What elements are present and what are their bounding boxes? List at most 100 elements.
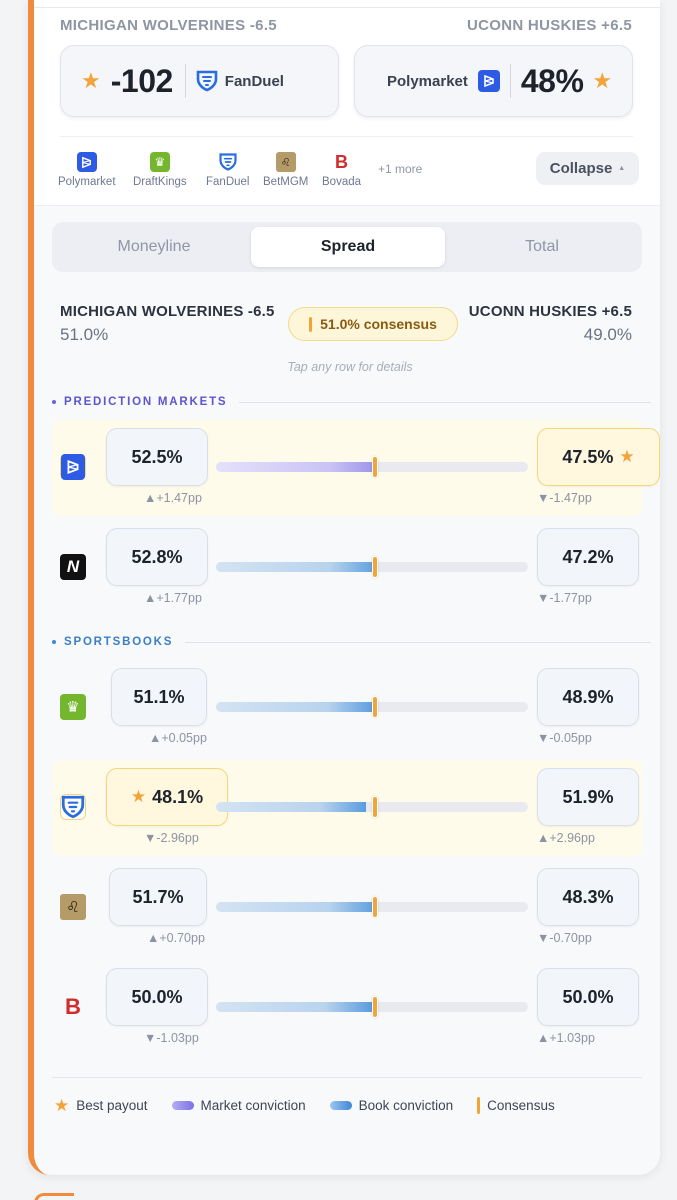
book-label: Polymarket [58,176,116,188]
betmgm-icon: ♌ [275,152,296,172]
section-title: PREDICTION MARKETS [64,396,228,408]
row-left-delta: ▲+0.05pp [149,731,207,745]
book-label: DraftKings [133,176,187,188]
conviction-track[interactable] [216,696,528,718]
fanduel-icon [218,152,238,172]
legend-label: Book conviction [358,1098,454,1113]
book-betmgm[interactable]: ♌ BetMGM [263,152,308,188]
book-conviction-fill [216,802,367,812]
tap-hint: Tap any row for details [287,360,413,374]
legend: ★ Best payout Market conviction Book con… [54,1097,579,1114]
legend-label: Best payout [76,1098,148,1113]
tab-total[interactable]: Total [525,238,559,255]
row-left-value[interactable]: 51.1% [111,668,207,726]
conviction-track[interactable] [216,896,528,918]
row-right-pct: 48.9% [562,686,614,707]
odds-separator [184,64,186,98]
star-icon: ★ [592,68,613,93]
consensus-marker [372,996,379,1018]
collapse-label: Collapse [549,160,613,177]
book-conviction-fill [216,562,379,572]
row-left-pct: 52.8% [131,546,183,567]
row-right-delta: ▼-1.47pp [537,491,592,505]
card-top-divider [34,7,660,8]
star-icon: ★ [619,447,635,466]
section-prediction-markets: PREDICTION MARKETS [52,396,652,408]
conviction-track[interactable] [216,996,528,1018]
best-odds-right-source: Polymarket [387,72,468,90]
row-right-pct: 47.2% [562,546,614,567]
row-right-delta: ▲+2.96pp [537,831,595,845]
best-odds-left-source: FanDuel [224,72,284,90]
row-right-value[interactable]: 50.0% [537,968,639,1026]
row-left-value[interactable]: 51.7% [109,868,207,926]
conviction-track[interactable] [216,456,528,478]
book-fanduel[interactable]: FanDuel [206,152,249,188]
tab-moneyline[interactable]: Moneyline [117,238,191,255]
row-right-value[interactable]: 47.2% [537,528,639,586]
section-dot [52,400,56,404]
best-odds-left[interactable]: ★ -102 FanDuel [60,45,339,117]
best-odds-left-value: -102 [110,62,174,99]
legend-label: Market conviction [200,1098,306,1113]
row-right-value[interactable]: 51.9% [537,768,639,826]
row-right-value[interactable]: 48.9% [537,668,639,726]
game-card: MICHIGAN WOLVERINES -6.5 UCONN HUSKIES +… [28,0,660,1175]
row-right-delta: ▼-1.77pp [537,591,592,605]
header-divider [60,136,633,137]
row-left-delta: ▲+1.47pp [144,491,202,505]
consensus-marker-icon [477,1097,481,1114]
row-right-pct: 50.0% [562,986,614,1007]
legend-divider [52,1077,642,1078]
odds-separator [509,64,511,98]
row-left-value[interactable]: 52.8% [106,528,208,586]
next-card-edge [34,1193,74,1200]
collapse-button[interactable]: Collapse ▲ [536,152,639,185]
row-source-logo [60,454,86,480]
book-draftkings[interactable]: ♛ DraftKings [133,152,187,188]
consensus-marker-icon [309,316,313,332]
star-icon: ★ [54,1096,70,1115]
row-right-value[interactable]: 48.3% [537,868,639,926]
row-left-pct: 48.1% [152,786,204,807]
row-left-pct: 51.1% [133,686,185,707]
header-team-left: MICHIGAN WOLVERINES -6.5 [60,17,277,34]
section-line [185,641,652,643]
row-source-logo [60,794,86,820]
row-left-pct: 50.0% [131,986,183,1007]
book-conviction-fill [216,1002,372,1012]
tab-spread[interactable]: Spread [251,227,445,267]
conviction-track[interactable] [216,796,528,818]
row-right-pct: 48.3% [562,886,614,907]
book-conviction-fill [216,902,378,912]
row-left-value[interactable]: 52.5% [106,428,208,486]
row-right-delta: ▲+1.03pp [537,1031,595,1045]
fanduel-icon [60,794,86,820]
row-right-pct: 51.9% [562,786,614,807]
consensus-marker [372,796,379,818]
row-left-delta: ▲+1.77pp [144,591,202,605]
header-team-right: UCONN HUSKIES +6.5 [466,17,632,34]
row-source-logo: N [60,554,86,580]
row-right-delta: ▼-0.70pp [537,931,592,945]
fanduel-icon [195,69,219,93]
row-source-logo: ♛ [60,694,86,720]
legend-label: Consensus [487,1098,555,1113]
book-polymarket[interactable]: Polymarket [58,152,116,188]
market-tabs: Moneyline Spread Total [52,222,642,272]
conviction-track[interactable] [216,556,528,578]
bovada-icon: B [335,151,348,172]
more-books-link[interactable]: +1 more [378,162,423,176]
row-left-value[interactable]: 50.0% [106,968,208,1026]
section-dot [52,640,56,644]
caret-up-icon: ▲ [618,165,626,172]
row-left-value[interactable]: ★ 48.1% [106,768,228,826]
consensus-marker [372,556,379,578]
book-bovada[interactable]: B Bovada [322,151,361,189]
best-odds-right[interactable]: Polymarket 48% ★ [354,45,633,117]
book-label: BetMGM [263,176,309,188]
draftkings-icon: ♛ [149,152,170,172]
section-title: SPORTSBOOKS [64,636,174,648]
legend-market-conviction: Market conviction [171,1098,306,1113]
row-right-value[interactable]: 47.5% ★ [537,428,660,486]
